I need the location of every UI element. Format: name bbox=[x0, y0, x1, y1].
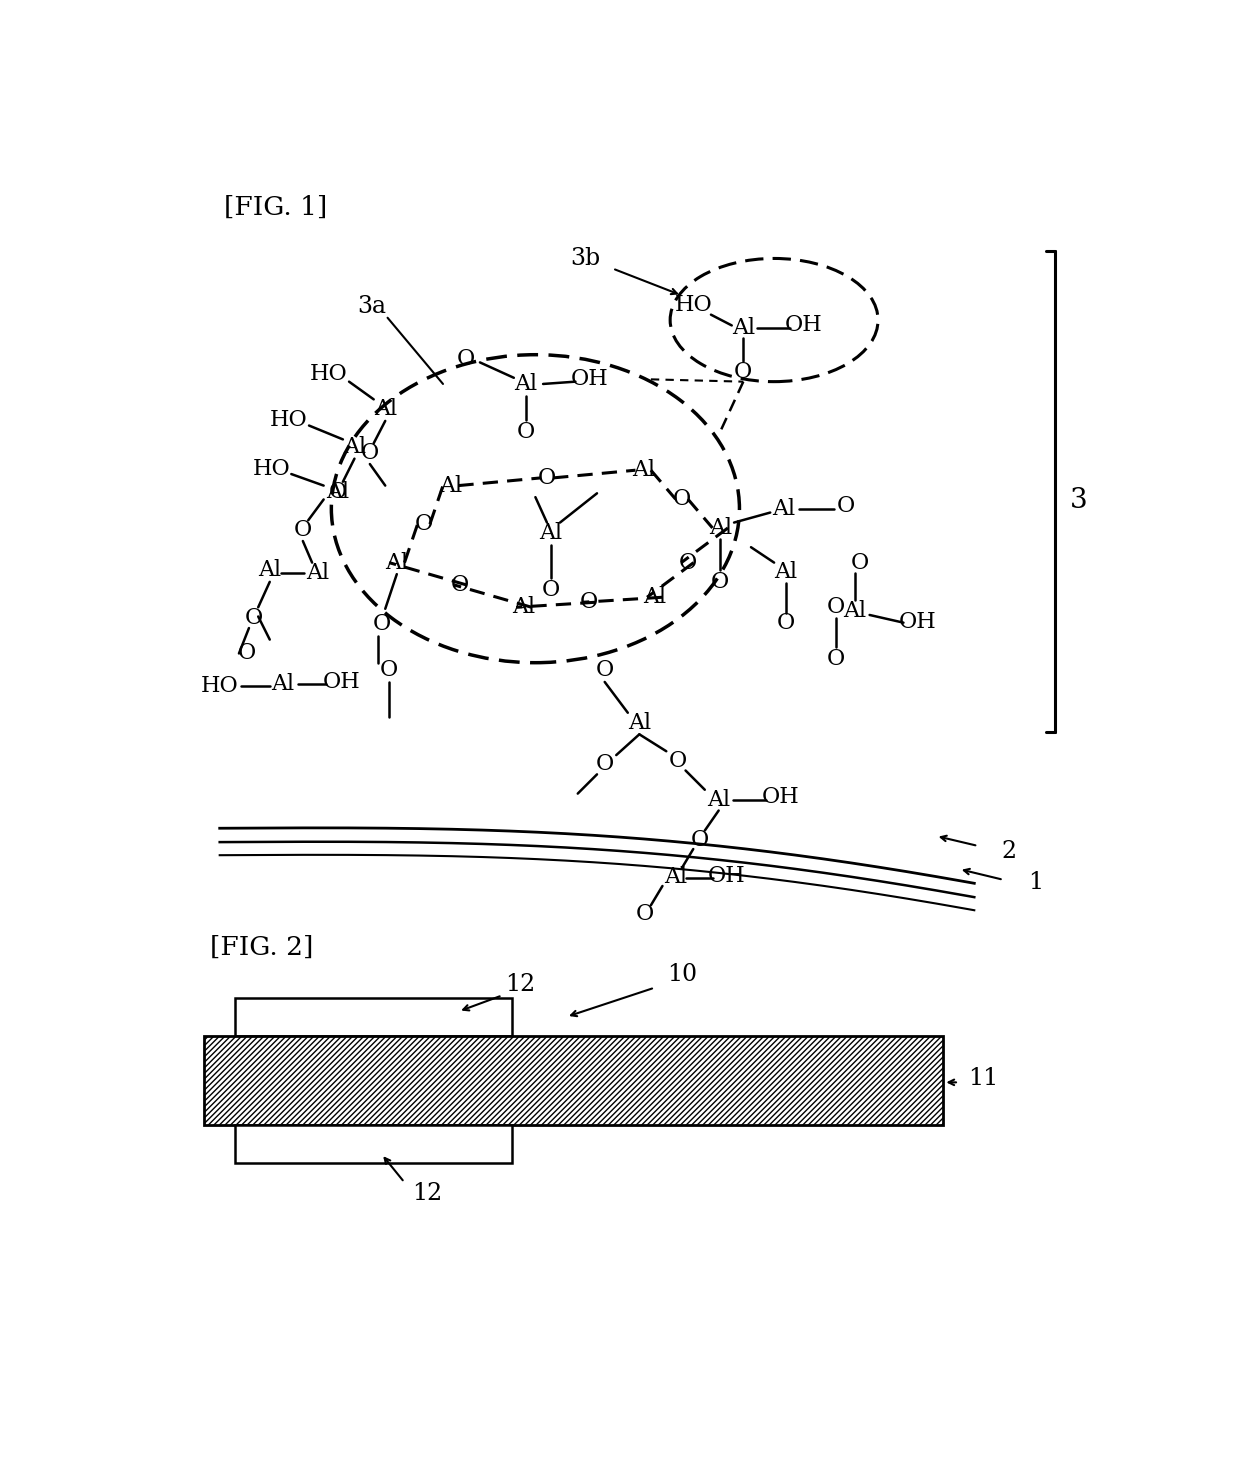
Text: Al: Al bbox=[707, 789, 730, 811]
Text: O: O bbox=[294, 519, 312, 542]
FancyBboxPatch shape bbox=[236, 1125, 512, 1163]
Text: O: O bbox=[595, 753, 614, 776]
Text: HO: HO bbox=[201, 675, 238, 697]
Text: Al: Al bbox=[439, 475, 463, 497]
Text: Al: Al bbox=[343, 437, 366, 459]
Text: O: O bbox=[595, 660, 614, 681]
Text: Al: Al bbox=[512, 596, 536, 619]
Text: Al: Al bbox=[373, 398, 397, 420]
Text: 11: 11 bbox=[968, 1067, 998, 1089]
Text: 12: 12 bbox=[505, 972, 536, 996]
Text: O: O bbox=[837, 496, 854, 518]
Text: 3: 3 bbox=[1069, 487, 1087, 515]
Text: 10: 10 bbox=[667, 963, 697, 986]
FancyBboxPatch shape bbox=[236, 998, 512, 1036]
Text: O: O bbox=[827, 596, 844, 619]
Text: OH: OH bbox=[899, 611, 936, 633]
Text: 12: 12 bbox=[413, 1183, 443, 1206]
Text: O: O bbox=[414, 514, 433, 536]
Text: Al: Al bbox=[515, 373, 538, 395]
Text: Al: Al bbox=[258, 559, 281, 582]
Text: O: O bbox=[668, 750, 687, 773]
Text: HO: HO bbox=[253, 457, 291, 480]
Text: Al: Al bbox=[631, 459, 655, 481]
Text: 3b: 3b bbox=[570, 247, 600, 269]
Text: Al: Al bbox=[773, 497, 796, 519]
Text: O: O bbox=[734, 361, 753, 383]
Text: O: O bbox=[851, 552, 869, 574]
Text: Al: Al bbox=[732, 317, 755, 339]
Text: O: O bbox=[372, 613, 391, 635]
Text: O: O bbox=[246, 607, 263, 629]
Text: Al: Al bbox=[627, 712, 651, 734]
Text: O: O bbox=[517, 420, 536, 443]
Text: Al: Al bbox=[326, 481, 350, 503]
Text: HO: HO bbox=[310, 363, 348, 385]
Text: OH: OH bbox=[761, 786, 799, 808]
Text: Al: Al bbox=[306, 561, 329, 583]
Text: O: O bbox=[451, 574, 470, 596]
Text: O: O bbox=[580, 591, 599, 613]
Text: O: O bbox=[672, 488, 691, 511]
Text: [FIG. 1]: [FIG. 1] bbox=[223, 194, 327, 219]
Text: Al: Al bbox=[774, 561, 797, 583]
Text: O: O bbox=[361, 443, 379, 465]
Text: OH: OH bbox=[322, 670, 361, 693]
Text: O: O bbox=[542, 579, 560, 601]
Text: [FIG. 2]: [FIG. 2] bbox=[211, 935, 314, 961]
Text: Al: Al bbox=[708, 517, 732, 539]
Text: OH: OH bbox=[570, 369, 608, 391]
Text: O: O bbox=[329, 481, 347, 503]
Text: Al: Al bbox=[644, 586, 666, 608]
Text: O: O bbox=[827, 648, 844, 670]
Bar bbox=[205, 1036, 944, 1125]
Text: HO: HO bbox=[675, 293, 712, 315]
Text: O: O bbox=[776, 611, 795, 633]
Text: 1: 1 bbox=[1028, 870, 1044, 894]
Text: Al: Al bbox=[843, 599, 867, 622]
Text: Al: Al bbox=[663, 866, 687, 888]
Text: 2: 2 bbox=[1002, 839, 1017, 863]
Text: OH: OH bbox=[785, 314, 822, 336]
Text: O: O bbox=[711, 571, 729, 593]
Text: O: O bbox=[678, 552, 697, 574]
Text: Al: Al bbox=[386, 552, 408, 574]
Text: O: O bbox=[379, 660, 398, 681]
Text: O: O bbox=[238, 642, 255, 665]
Text: O: O bbox=[458, 348, 475, 370]
Text: HO: HO bbox=[270, 408, 308, 431]
Text: Al: Al bbox=[539, 522, 563, 545]
Text: O: O bbox=[691, 829, 708, 851]
Text: O: O bbox=[636, 903, 653, 925]
Text: O: O bbox=[538, 466, 556, 488]
Text: Al: Al bbox=[272, 673, 294, 696]
Text: 3a: 3a bbox=[357, 296, 387, 318]
Text: OH: OH bbox=[708, 864, 745, 887]
